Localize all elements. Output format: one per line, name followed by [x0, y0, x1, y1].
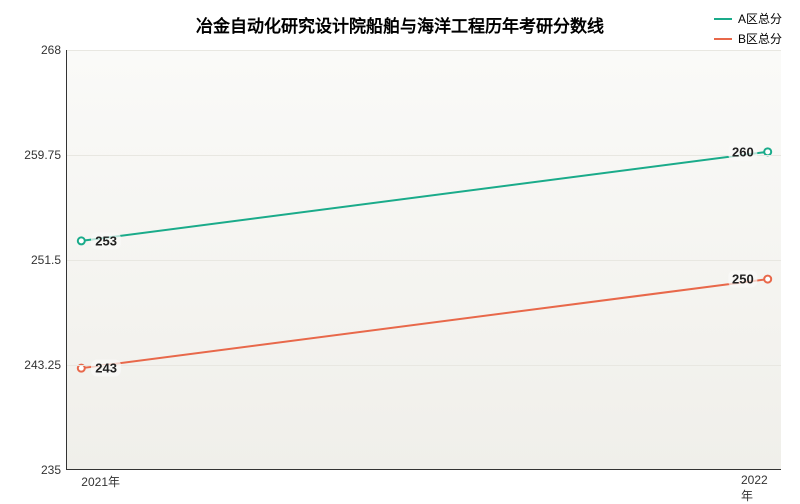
chart-container: 冶金自动化研究设计院船舶与海洋工程历年考研分数线 A区总分 B区总分 235 243… [0, 0, 800, 500]
data-label: 243 [91, 360, 121, 377]
data-label: 253 [91, 232, 121, 249]
y-tick-label: 243.25 [24, 358, 67, 372]
y-tick-label: 259.75 [24, 148, 67, 162]
y-tick-label: 235 [41, 463, 67, 477]
chart-title: 冶金自动化研究设计院船舶与海洋工程历年考研分数线 [0, 12, 800, 37]
x-tick-label: 2021年 [81, 469, 120, 490]
plot-area: 235243.25251.5259.752682021年2022年2532602… [66, 50, 781, 470]
y-tick-label: 251.5 [31, 253, 67, 267]
data-point [78, 237, 85, 244]
data-label: 250 [728, 271, 758, 288]
legend-label: A区总分 [738, 10, 782, 27]
legend-label: B区总分 [738, 30, 782, 47]
series-line [81, 152, 767, 241]
y-gridline [67, 155, 781, 156]
legend: A区总分 B区总分 [714, 10, 782, 50]
legend-item: B区总分 [714, 30, 782, 47]
legend-swatch [714, 18, 732, 20]
legend-swatch [714, 38, 732, 40]
series-line [81, 279, 767, 368]
y-gridline [67, 365, 781, 366]
y-tick-label: 268 [41, 43, 67, 57]
y-gridline [67, 50, 781, 51]
legend-item: A区总分 [714, 10, 782, 27]
data-label: 260 [728, 143, 758, 160]
x-tick-label: 2022年 [741, 469, 768, 504]
y-gridline [67, 260, 781, 261]
data-point [764, 276, 771, 283]
